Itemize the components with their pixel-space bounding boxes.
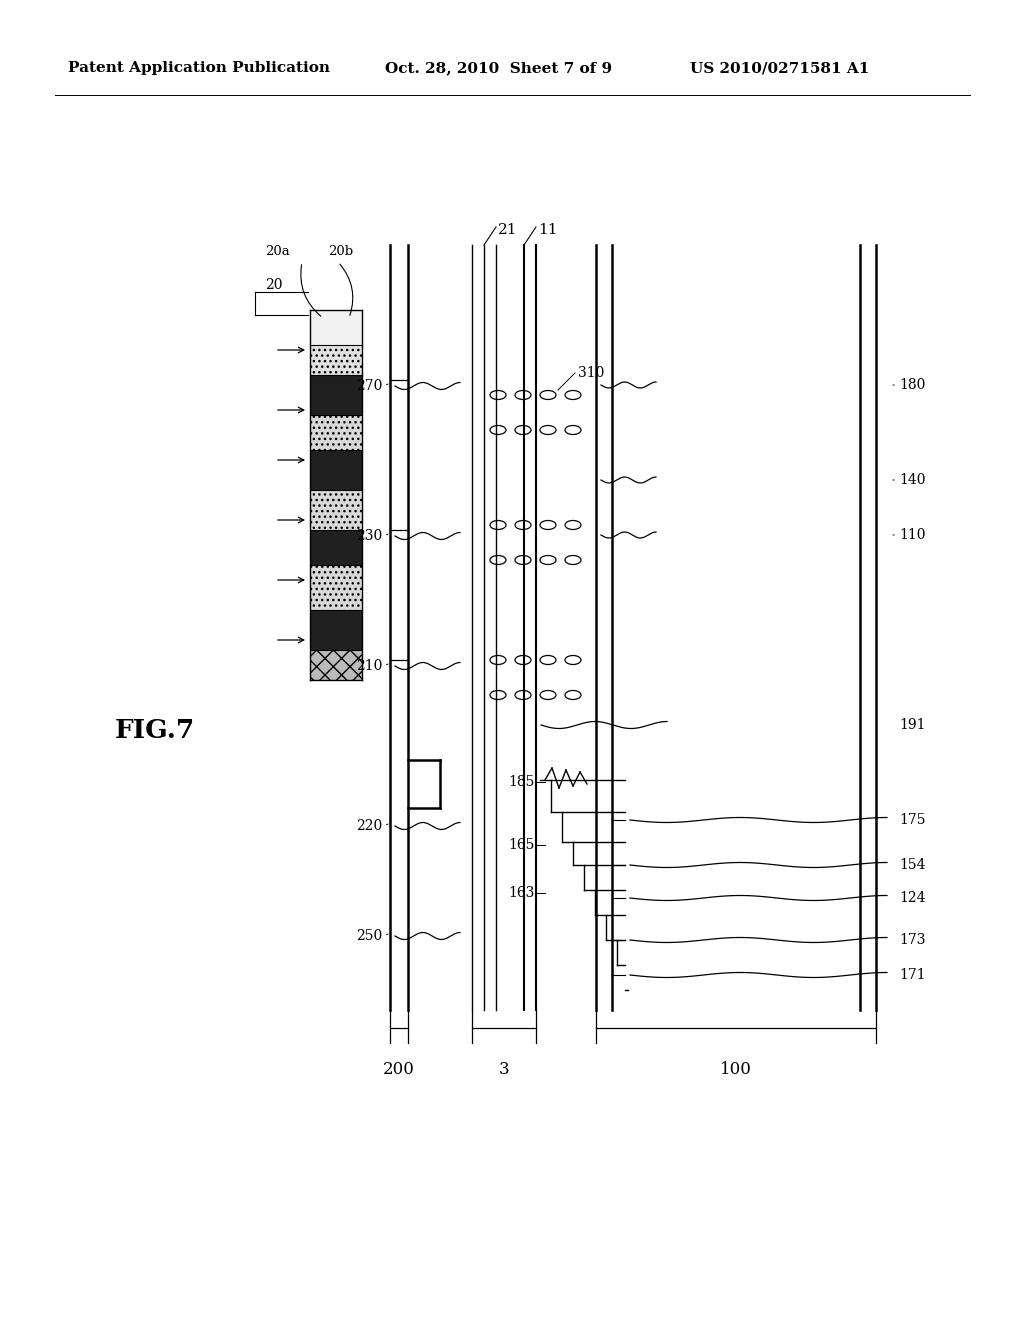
Text: 230: 230	[355, 529, 382, 543]
Text: 210: 210	[355, 659, 382, 673]
Text: 185: 185	[509, 775, 535, 789]
Bar	[310, 565, 362, 610]
Text: 270: 270	[355, 379, 382, 393]
Bar	[310, 531, 362, 565]
Text: 171: 171	[899, 968, 926, 982]
Text: 11: 11	[538, 223, 557, 238]
Text: 173: 173	[899, 933, 926, 946]
Text: 191: 191	[899, 718, 926, 733]
Text: 21: 21	[498, 223, 517, 238]
Text: Oct. 28, 2010  Sheet 7 of 9: Oct. 28, 2010 Sheet 7 of 9	[385, 61, 612, 75]
Bar	[310, 345, 362, 375]
Text: FIG.7: FIG.7	[115, 718, 196, 742]
Text: 124: 124	[899, 891, 926, 906]
Text: 3: 3	[499, 1061, 509, 1078]
Text: 110: 110	[899, 528, 926, 543]
Bar	[310, 310, 362, 345]
Text: Patent Application Publication: Patent Application Publication	[68, 61, 330, 75]
Text: 200: 200	[383, 1061, 415, 1078]
Text: 140: 140	[899, 473, 926, 487]
Text: 250: 250	[355, 929, 382, 942]
Text: 163: 163	[509, 886, 535, 900]
Bar	[310, 610, 362, 649]
Text: 180: 180	[899, 378, 926, 392]
Bar	[310, 649, 362, 680]
Text: US 2010/0271581 A1: US 2010/0271581 A1	[690, 61, 869, 75]
Text: 220: 220	[355, 818, 382, 833]
Text: 310: 310	[578, 366, 604, 380]
Bar	[310, 414, 362, 450]
Text: 100: 100	[720, 1061, 752, 1078]
Text: 165: 165	[509, 838, 535, 851]
Text: 20a: 20a	[265, 246, 290, 257]
Bar	[310, 375, 362, 414]
Text: 154: 154	[899, 858, 926, 873]
Text: 20: 20	[265, 279, 283, 292]
Text: 20b: 20b	[328, 246, 353, 257]
Text: 175: 175	[899, 813, 926, 828]
Bar	[310, 490, 362, 531]
Bar	[310, 450, 362, 490]
